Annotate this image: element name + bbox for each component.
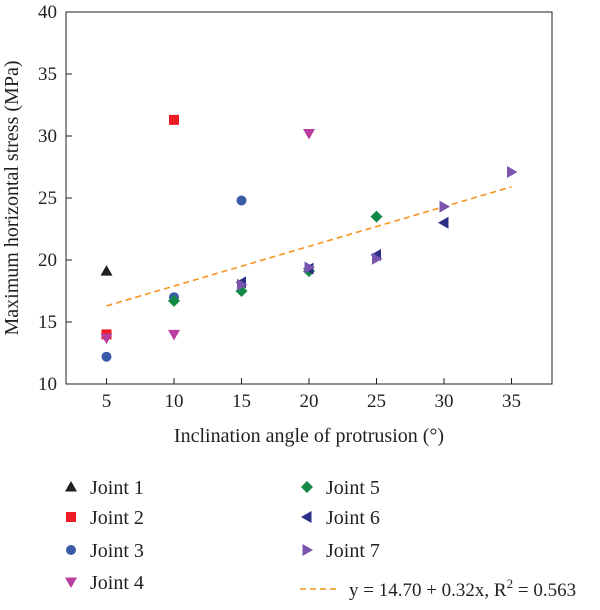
x-tick-label: 25 <box>367 391 386 412</box>
legend-marker-joint-5 <box>301 481 313 493</box>
x-tick-label: 10 <box>165 391 184 412</box>
x-tick-label: 35 <box>502 391 521 412</box>
legend-marker-joint-3 <box>66 545 76 555</box>
fit-equation: y = 14.70 + 0.32x, R <box>349 580 507 601</box>
x-tick-label: 30 <box>435 391 454 412</box>
legend-marker-joint-1 <box>65 481 77 492</box>
fit-r-squared-exponent: 2 <box>507 576 514 591</box>
legend-marker-joint-4 <box>65 577 77 588</box>
data-point-joint-3 <box>101 351 112 362</box>
x-tick-label: 15 <box>232 391 251 412</box>
legend-fit-label: y = 14.70 + 0.32x, R2 = 0.563 <box>349 576 576 601</box>
data-point-joint-4 <box>100 333 113 345</box>
fit-r-squared-value: = 0.563 <box>513 580 576 601</box>
legend-label-joint-7: Joint 7 <box>326 540 380 562</box>
x-tick-label: 20 <box>300 391 319 412</box>
y-axis-title: Maximum horizontal stress (MPa) <box>1 61 23 336</box>
legend-label-joint-4: Joint 4 <box>90 572 144 594</box>
legend-marker-joint-2 <box>66 512 76 522</box>
data-point-joint-1 <box>100 265 113 276</box>
data-point-joint-7 <box>439 200 450 213</box>
y-tick-label: 30 <box>38 126 57 147</box>
y-tick-label: 15 <box>38 312 57 333</box>
legend-label-joint-1: Joint 1 <box>90 477 144 499</box>
x-tick-label: 5 <box>102 391 112 412</box>
data-point-joint-5 <box>370 210 383 223</box>
legend-label-joint-2: Joint 2 <box>90 507 144 529</box>
fit-line <box>106 186 512 307</box>
data-point-joint-7 <box>304 261 315 274</box>
data-point-joint-3 <box>236 195 247 206</box>
axes-layer: 5 10 15 20 25 30 35 10 15 20 25 30 35 40 Inclination a… <box>1 2 553 447</box>
legend-marker-joint-7 <box>302 544 313 556</box>
fit-layer <box>106 186 512 307</box>
legend: Joint 1 Joint 2 Joint 3 Joint 4 Joint 5 Joint… <box>65 477 576 601</box>
plot-frame <box>65 11 553 385</box>
data-point-joint-6 <box>438 216 449 229</box>
legend-marker-joint-6 <box>301 511 312 523</box>
legend-label-joint-3: Joint 3 <box>90 540 144 562</box>
x-axis-title: Inclination angle of protrusion (°) <box>174 425 444 447</box>
data-point-joint-7 <box>372 252 383 265</box>
legend-label-joint-6: Joint 6 <box>326 507 380 529</box>
data-point-joint-5 <box>168 294 180 307</box>
y-tick-label: 40 <box>38 2 57 23</box>
data-point-joint-7 <box>507 165 518 178</box>
data-point-joint-2 <box>169 114 179 125</box>
y-tick-label: 20 <box>38 250 57 271</box>
data-point-joint-4 <box>303 129 315 140</box>
y-tick-label: 25 <box>38 188 57 209</box>
points-layer <box>100 114 518 362</box>
data-point-joint-7 <box>237 278 248 291</box>
data-point-joint-4 <box>168 329 180 341</box>
y-tick-label: 35 <box>38 64 57 85</box>
legend-label-joint-5: Joint 5 <box>326 477 380 499</box>
y-tick-label: 10 <box>38 374 57 395</box>
